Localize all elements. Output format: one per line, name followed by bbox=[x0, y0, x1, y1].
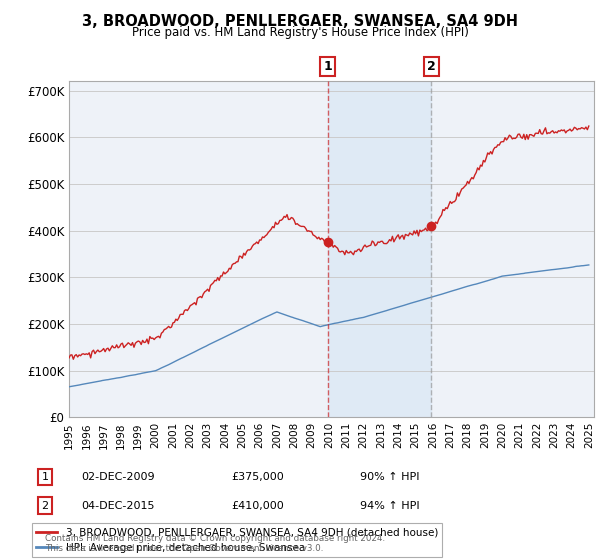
Text: Price paid vs. HM Land Registry's House Price Index (HPI): Price paid vs. HM Land Registry's House … bbox=[131, 26, 469, 39]
Text: £410,000: £410,000 bbox=[231, 501, 284, 511]
Legend: 3, BROADWOOD, PENLLERGAER, SWANSEA, SA4 9DH (detached house), HPI: Average price: 3, BROADWOOD, PENLLERGAER, SWANSEA, SA4 … bbox=[32, 523, 442, 557]
Text: Contains HM Land Registry data © Crown copyright and database right 2024.
This d: Contains HM Land Registry data © Crown c… bbox=[45, 534, 385, 553]
Text: 1: 1 bbox=[41, 472, 49, 482]
Text: 2: 2 bbox=[41, 501, 49, 511]
Text: 02-DEC-2009: 02-DEC-2009 bbox=[81, 472, 155, 482]
Text: 90% ↑ HPI: 90% ↑ HPI bbox=[360, 472, 419, 482]
Text: 04-DEC-2015: 04-DEC-2015 bbox=[81, 501, 155, 511]
Text: 1: 1 bbox=[323, 60, 332, 73]
Text: 94% ↑ HPI: 94% ↑ HPI bbox=[360, 501, 419, 511]
Text: 2: 2 bbox=[427, 60, 436, 73]
Text: £375,000: £375,000 bbox=[231, 472, 284, 482]
Text: 3, BROADWOOD, PENLLERGAER, SWANSEA, SA4 9DH: 3, BROADWOOD, PENLLERGAER, SWANSEA, SA4 … bbox=[82, 14, 518, 29]
Bar bbox=[328, 81, 431, 417]
